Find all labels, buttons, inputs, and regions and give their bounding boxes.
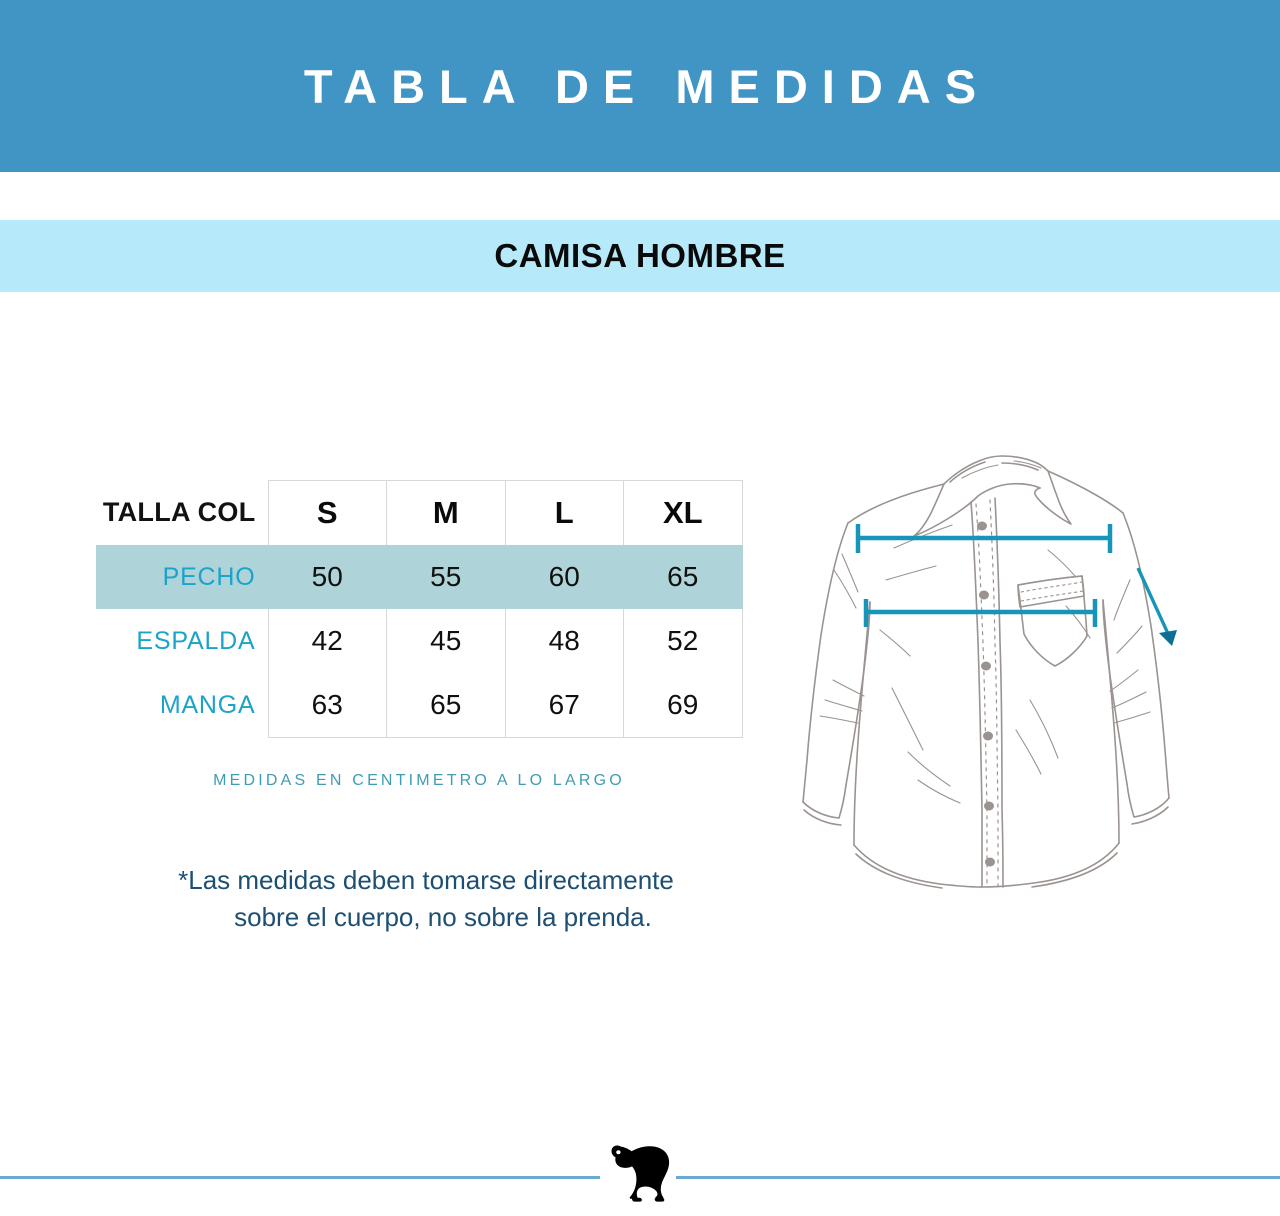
- corner-label: TALLA COL: [102, 497, 256, 528]
- cell-espalda-l: 48: [504, 609, 624, 673]
- size-table: TALLA COL S M L XL PECHO 50 55 60 65 ESP…: [96, 480, 743, 738]
- cell-pecho-xl: 65: [623, 545, 743, 609]
- garment-name: CAMISA HOMBRE: [494, 237, 786, 274]
- row-label-cell-espalda: ESPALDA: [96, 609, 268, 673]
- table-row: PECHO 50 55 60 65: [96, 545, 743, 609]
- chest-measure-line: [855, 524, 1113, 553]
- cell-manga-l: 67: [504, 673, 624, 738]
- cell-pecho-m: 55: [386, 545, 506, 609]
- subtitle-band: CAMISA HOMBRE: [0, 220, 1280, 292]
- table-header-row: TALLA COL S M L XL: [96, 480, 743, 546]
- measurement-footnote: *Las medidas deben tomarse directamente …: [96, 862, 756, 936]
- table-row: ESPALDA 42 45 48 52: [96, 609, 743, 673]
- footnote-line-2: sobre el cuerpo, no sobre la prenda.: [234, 902, 652, 932]
- footer-rule-right: [676, 1176, 1280, 1179]
- size-table-wrapper: TALLA COL S M L XL PECHO 50 55 60 65 ESP…: [96, 480, 743, 738]
- cell-espalda-m: 45: [386, 609, 506, 673]
- capybara-logo: [596, 1128, 688, 1208]
- table-corner-cell: TALLA COL: [96, 481, 268, 546]
- cell-espalda-s: 42: [267, 609, 387, 673]
- back-measure-line: [863, 599, 1098, 627]
- row-label-cell-pecho: PECHO: [96, 545, 268, 609]
- capybara-logo-icon: [611, 1145, 670, 1202]
- size-header-m: M: [386, 480, 506, 545]
- button-dots: [977, 521, 995, 867]
- sleeve-length-arrow: [1136, 567, 1177, 646]
- table-caption: MEDIDAS EN CENTIMETRO A LO LARGO: [213, 772, 625, 789]
- size-header-l: L: [504, 480, 624, 545]
- size-header-xl: XL: [623, 480, 743, 545]
- table-row: MANGA 63 65 67 69: [96, 673, 743, 738]
- header-band: TABLA DE MEDIDAS: [0, 0, 1280, 172]
- shirt-illustration: [790, 430, 1210, 890]
- cell-manga-xl: 69: [623, 673, 743, 738]
- cell-manga-s: 63: [267, 673, 387, 738]
- row-label-cell-manga: MANGA: [96, 673, 268, 738]
- row-label-espalda: ESPALDA: [136, 626, 256, 655]
- row-label-pecho: PECHO: [162, 562, 256, 591]
- shirt-line-drawing-svg: [802, 455, 1177, 889]
- cell-pecho-s: 50: [267, 545, 387, 609]
- page-title: TABLA DE MEDIDAS: [303, 59, 991, 113]
- cell-pecho-l: 60: [504, 545, 624, 609]
- footer-rule-left: [0, 1176, 600, 1179]
- row-label-manga: MANGA: [159, 690, 256, 719]
- size-header-s: S: [267, 480, 387, 545]
- footnote-line-1: *Las medidas deben tomarse directamente: [178, 865, 674, 895]
- cell-manga-m: 65: [386, 673, 506, 738]
- cell-espalda-xl: 52: [623, 609, 743, 673]
